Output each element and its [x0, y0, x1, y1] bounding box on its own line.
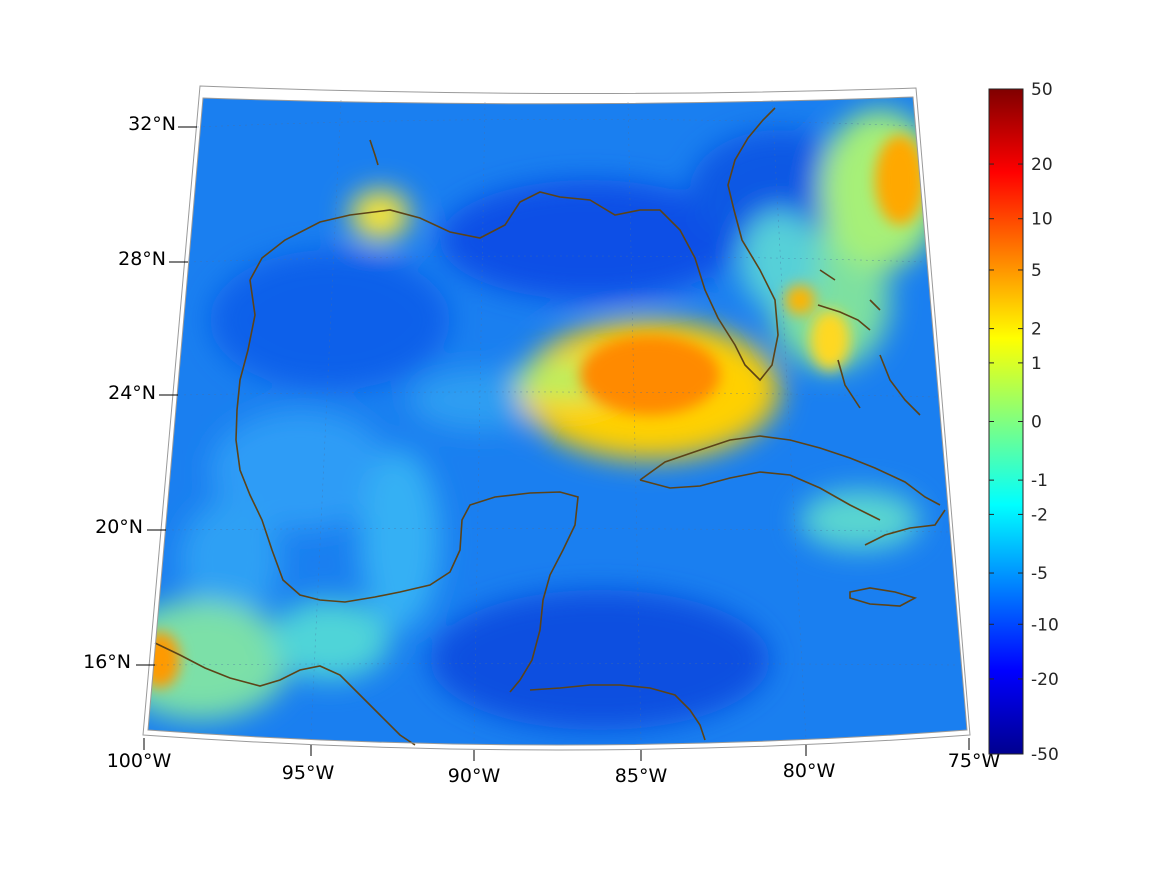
- lon-label: 95°W: [282, 762, 335, 784]
- coastlines: [154, 107, 946, 746]
- lon-label: 100°W: [107, 750, 172, 772]
- lat-label: 32°N: [128, 113, 176, 135]
- colorbar-label: -2: [1031, 505, 1048, 525]
- colorbar-label: 2: [1031, 320, 1042, 340]
- lat-label: 24°N: [108, 382, 156, 404]
- lon-label: 90°W: [448, 765, 501, 787]
- colorbar-label: 0: [1031, 413, 1042, 433]
- lon-label: 85°W: [615, 765, 668, 787]
- colorbar-label: 5: [1031, 261, 1042, 281]
- colorbar-label: 1: [1031, 354, 1042, 374]
- colorbar-label: 50: [1031, 80, 1053, 100]
- colorbar-label: -1: [1031, 471, 1048, 491]
- lat-label: 16°N: [83, 651, 131, 673]
- colorbar-gradient: [988, 88, 1024, 755]
- colorbar-label: 20: [1031, 155, 1053, 175]
- lat-label: 28°N: [118, 248, 166, 270]
- map-frame: [142, 85, 971, 751]
- colorbar-label: -50: [1031, 745, 1059, 765]
- colorbar-label: -10: [1031, 615, 1059, 635]
- colorbar-label: -5: [1031, 564, 1048, 584]
- lon-label: 80°W: [783, 760, 836, 782]
- colorbar-label: 10: [1031, 210, 1053, 230]
- colorbar-label: -20: [1031, 670, 1059, 690]
- lon-label: 75°W: [948, 750, 1001, 772]
- graticule: [154, 99, 960, 743]
- lat-label: 20°N: [95, 516, 143, 538]
- map-field: [148, 97, 967, 745]
